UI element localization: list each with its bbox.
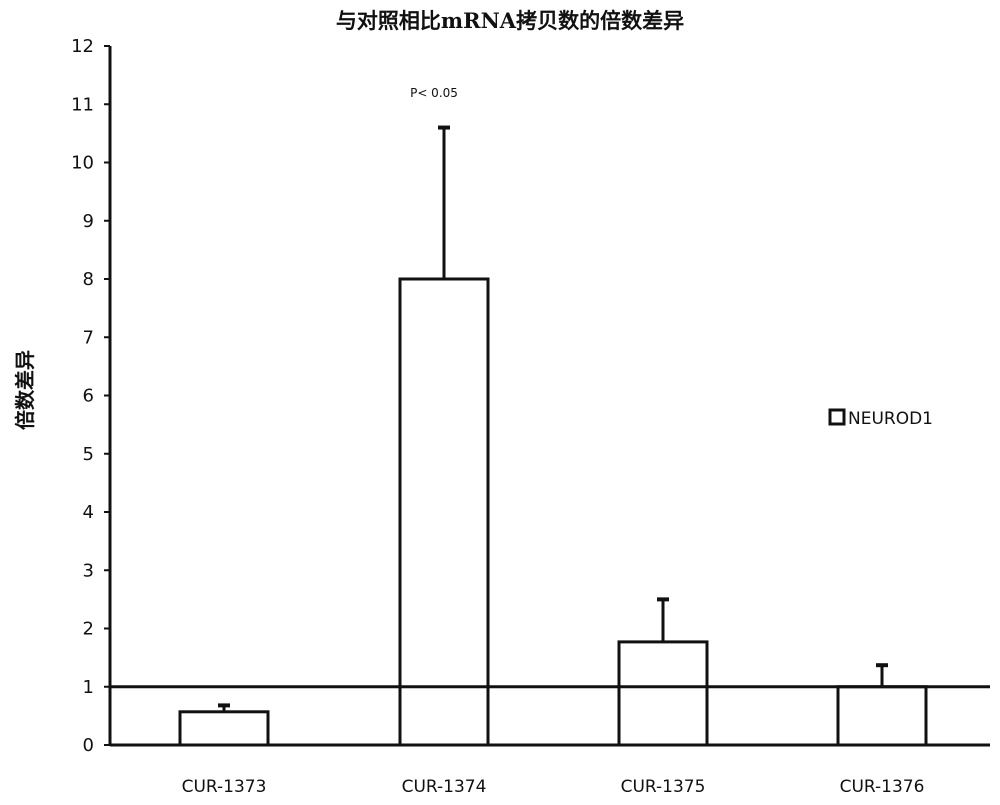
bar-cur-1375 [617,640,709,747]
legend: NEUROD1 [828,408,933,429]
bar-cur-1376 [836,685,928,747]
y-tick-label: 10 [71,153,94,174]
y-tick-label: 2 [83,619,94,640]
legend-swatch [828,408,846,426]
y-tick-label: 8 [83,269,94,290]
y-tick-label: 3 [83,560,94,581]
y-tick-label: 12 [71,36,94,57]
y-tick-label: 6 [83,386,94,407]
chart-title: 与对照相比mRNA拷贝数的倍数差异 [336,8,684,33]
bar-cur-1373 [178,710,270,747]
y-tick-label: 1 [83,677,94,698]
y-axis-label: 倍数差异 [13,350,37,430]
x-tick-label: CUR-1375 [621,777,706,797]
y-tick-label: 9 [83,211,94,232]
y-tick-label: 5 [83,444,94,465]
y-tick-label: 0 [83,735,94,756]
x-tick-label: CUR-1373 [182,777,267,797]
x-tick-label: CUR-1374 [402,777,487,797]
p-value-annotation: P< 0.05 [410,86,458,100]
y-tick-label: 11 [71,94,94,115]
bar-cur-1374 [398,277,490,747]
x-tick-label: CUR-1376 [840,777,925,797]
legend-label: NEUROD1 [848,409,933,429]
y-tick-label: 4 [83,502,94,523]
y-tick-label: 7 [83,327,94,348]
